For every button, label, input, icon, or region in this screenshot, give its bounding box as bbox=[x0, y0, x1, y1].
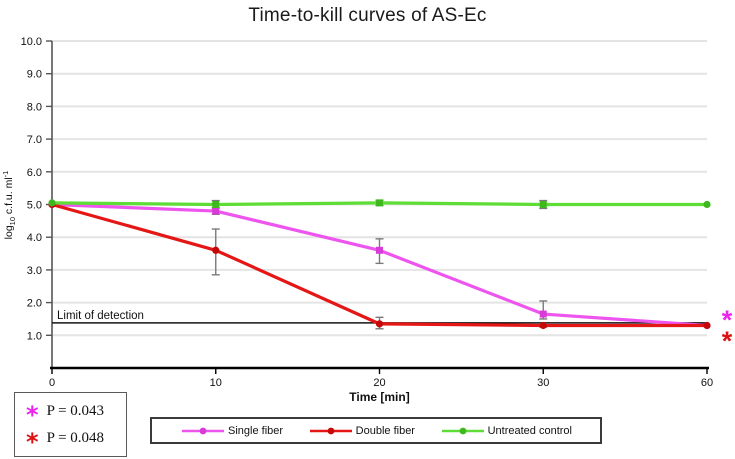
series-line bbox=[50, 202, 709, 328]
x-axis: 0 10 20 30 60 bbox=[49, 366, 713, 389]
y-tick-label: 5.0 bbox=[27, 200, 42, 212]
p-value-text: P = 0.043 bbox=[46, 402, 105, 419]
asterisk-icon: * bbox=[26, 401, 39, 429]
p-value-text: P = 0.048 bbox=[46, 429, 105, 446]
x-tick-label: 60 bbox=[701, 377, 713, 389]
y-tick-label: 6.0 bbox=[27, 167, 42, 179]
series-untreated-control bbox=[48, 199, 711, 209]
p-value-box: * P = 0.043 * P = 0.048 bbox=[14, 392, 127, 457]
significance-markers: ** bbox=[722, 305, 733, 356]
legend-item-single-fiber: Single fiber bbox=[180, 425, 283, 437]
x-tick-label: 0 bbox=[49, 377, 55, 389]
y-tick-label: 7.0 bbox=[27, 134, 42, 146]
series-double-fiber bbox=[48, 200, 711, 330]
chart-title: Time-to-kill curves of AS-Ec bbox=[248, 5, 487, 26]
x-tick-label: 20 bbox=[373, 377, 385, 389]
x-axis-label: Time [min] bbox=[349, 390, 410, 404]
y-tick-label: 4.0 bbox=[27, 232, 42, 244]
significance-asterisk-icon: * bbox=[722, 305, 733, 335]
data-point-marker bbox=[212, 207, 220, 215]
data-point-marker bbox=[212, 246, 220, 254]
data-point-marker bbox=[48, 199, 56, 207]
x-tick-label: 10 bbox=[210, 377, 222, 389]
legend-line-marker-icon bbox=[309, 427, 352, 434]
data-point-marker bbox=[703, 200, 711, 209]
limit-of-detection-label: Limit of detection bbox=[57, 310, 144, 322]
legend-item-double-fiber: Double fiber bbox=[308, 425, 415, 437]
legend-item-untreated-control: Untreated control bbox=[440, 425, 572, 437]
legend-line-marker-icon bbox=[441, 427, 484, 434]
legend-label: Single fiber bbox=[228, 424, 284, 437]
legend-line-marker-icon bbox=[182, 427, 224, 434]
data-point-marker bbox=[376, 199, 383, 207]
p-value-row: * P = 0.043 bbox=[26, 401, 126, 429]
y-tick-label: 2.0 bbox=[27, 298, 42, 310]
series-single-fiber bbox=[48, 200, 711, 330]
significance-asterisk-icon: * bbox=[722, 326, 733, 356]
gridlines bbox=[52, 40, 707, 337]
data-point-marker bbox=[539, 321, 547, 330]
data-point-marker bbox=[376, 246, 383, 254]
legend-label: Double fiber bbox=[355, 424, 415, 437]
y-tick-label: 10.0 bbox=[21, 36, 42, 48]
data-point-marker bbox=[703, 321, 711, 330]
p-value-row: * P = 0.048 bbox=[26, 428, 126, 456]
y-tick-label: 3.0 bbox=[27, 265, 42, 277]
asterisk-icon: * bbox=[26, 428, 39, 456]
data-point-marker bbox=[539, 310, 547, 318]
legend-label: Untreated control bbox=[487, 424, 572, 437]
data-point-marker bbox=[212, 201, 220, 208]
legend: Single fiber Double fiber Untreated contro… bbox=[150, 417, 602, 444]
series-line bbox=[50, 202, 709, 328]
y-tick-label: 1.0 bbox=[27, 330, 42, 342]
data-point-marker bbox=[375, 320, 384, 328]
x-tick-label: 30 bbox=[537, 377, 549, 389]
data-point-marker bbox=[539, 201, 547, 208]
y-tick-label: 9.0 bbox=[27, 69, 42, 81]
y-axis: 1.0 2.0 3.0 4.0 5.0 6.0 7.0 8.0 9.0 10.0 bbox=[21, 36, 53, 368]
y-tick-label: 8.0 bbox=[27, 101, 42, 113]
